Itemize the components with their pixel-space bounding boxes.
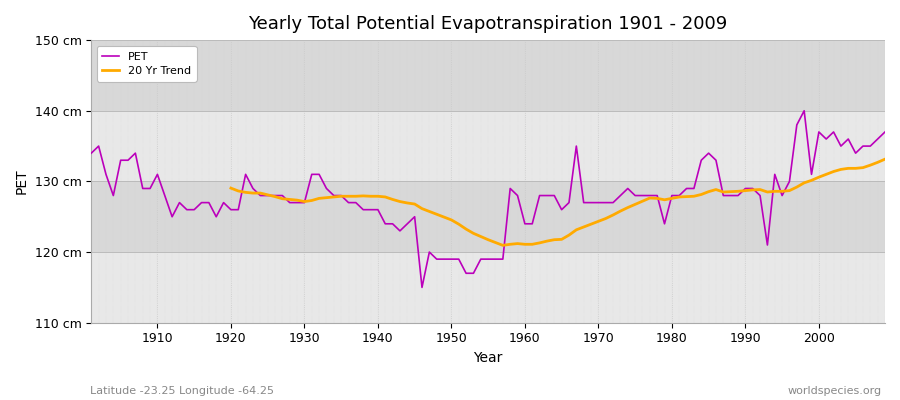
Bar: [91, 111, 885, 182]
PET: [879, 130, 890, 134]
Bar: [91, 182, 885, 252]
PET: [519, 222, 530, 226]
Line: 20 Yr Trend: 20 Yr Trend: [231, 159, 885, 245]
20 Yr Trend: [314, 196, 325, 201]
Y-axis label: PET: PET: [15, 169, 29, 194]
Bar: [91, 40, 885, 111]
PET: [799, 108, 810, 113]
PET: [306, 172, 317, 177]
20 Yr Trend: [226, 186, 237, 190]
PET: [145, 186, 156, 191]
20 Yr Trend: [777, 189, 788, 194]
20 Yr Trend: [688, 194, 699, 199]
Bar: [91, 252, 885, 323]
PET: [86, 151, 96, 156]
Text: worldspecies.org: worldspecies.org: [788, 386, 882, 396]
PET: [350, 200, 361, 205]
20 Yr Trend: [879, 157, 890, 162]
20 Yr Trend: [858, 165, 868, 170]
20 Yr Trend: [498, 243, 508, 248]
PET: [417, 285, 428, 290]
Title: Yearly Total Potential Evapotranspiration 1901 - 2009: Yearly Total Potential Evapotranspiratio…: [248, 15, 728, 33]
PET: [526, 222, 537, 226]
PET: [615, 193, 626, 198]
Legend: PET, 20 Yr Trend: PET, 20 Yr Trend: [97, 46, 196, 82]
X-axis label: Year: Year: [473, 351, 503, 365]
20 Yr Trend: [791, 185, 802, 190]
20 Yr Trend: [424, 209, 435, 214]
Line: PET: PET: [91, 111, 885, 287]
Text: Latitude -23.25 Longitude -64.25: Latitude -23.25 Longitude -64.25: [90, 386, 274, 396]
